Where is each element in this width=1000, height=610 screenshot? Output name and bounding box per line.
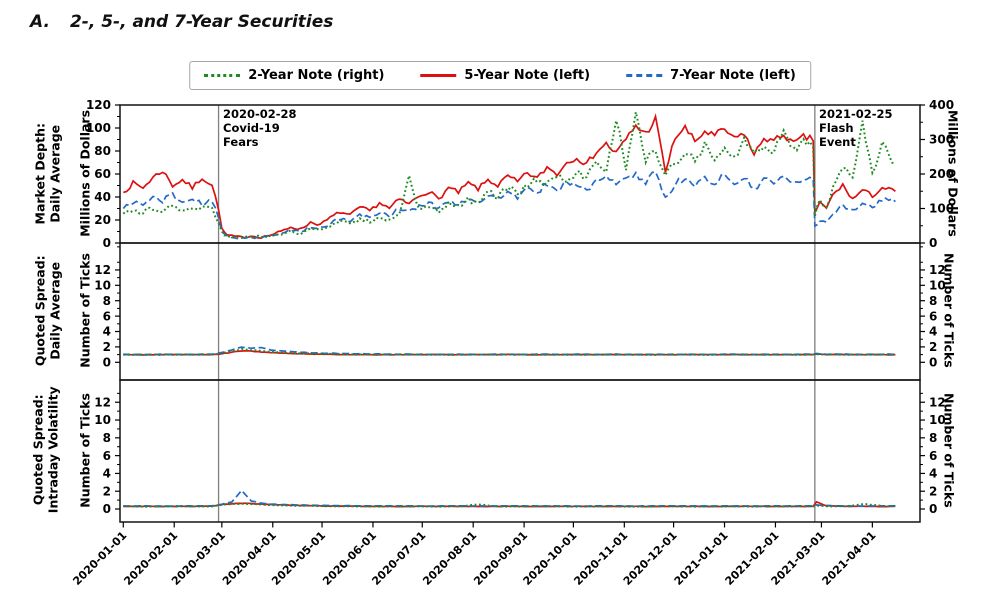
y-tick-label: 0 (929, 236, 937, 250)
y-tick-label: 100 (86, 121, 111, 135)
panel-border-2 (119, 242, 921, 381)
y-tick-label: 2 (103, 484, 111, 498)
legend-label-7-year: 7-Year Note (left) (670, 68, 796, 83)
y-tick-label: 400 (929, 98, 954, 112)
legend-label-5-year: 5-Year Note (left) (464, 68, 591, 83)
y-tick-label: 10 (929, 413, 946, 427)
series-7-year-note-left (123, 346, 896, 356)
legend-swatch-5-year (420, 74, 457, 77)
y-tick-label: 12 (94, 395, 111, 409)
y-tick-label: 0 (929, 355, 937, 369)
series-7-year-note-left (122, 170, 896, 240)
y-tick-label: 60 (94, 167, 111, 181)
legend-item-2-year: 2-Year Note (right) (204, 68, 384, 83)
legend-swatch-2-year (204, 74, 241, 77)
y-tick-label: 2 (929, 484, 937, 498)
y-tick-label: 2 (929, 340, 937, 354)
y-tick-label: 12 (929, 263, 946, 277)
series-2-year-note-right (123, 347, 896, 356)
y-tick-label: 6 (929, 449, 937, 463)
figure-title-prefix: A. (30, 12, 50, 32)
figure-title: A. 2-, 5-, and 7-Year Securities (30, 12, 333, 32)
legend-item-5-year: 5-Year Note (left) (420, 68, 590, 83)
x-tick-label: 2021-04-01 (820, 529, 879, 588)
legend-item-7-year: 7-Year Note (left) (626, 68, 796, 83)
figure-title-text: 2-, 5-, and 7-Year Securities (69, 12, 334, 32)
y-tick-label: 12 (929, 395, 946, 409)
y-tick-label: 0 (103, 236, 111, 250)
y-tick-label: 10 (929, 279, 946, 293)
legend-label-2-year: 2-Year Note (right) (248, 68, 385, 83)
y-tick-label: 40 (94, 190, 111, 204)
y-tick-label: 80 (94, 144, 111, 158)
y-tick-label: 12 (94, 263, 111, 277)
y-tick-label: 0 (929, 502, 937, 516)
y-tick-label: 100 (929, 202, 954, 216)
annotation-flash: 2021-02-25 Flash Event (819, 107, 893, 150)
y-tick-label: 0 (103, 355, 111, 369)
y-tick-label: 6 (929, 309, 937, 323)
y-tick-label: 8 (103, 431, 111, 445)
y-tick-label: 10 (94, 413, 111, 427)
annotation-covid: 2020-02-28 Covid-19 Fears (223, 107, 297, 150)
y-tick-label: 6 (103, 449, 111, 463)
y-tick-label: 4 (929, 467, 937, 481)
y-tick-label: 6 (103, 309, 111, 323)
panel-border-3 (119, 379, 921, 523)
y-tick-label: 200 (929, 167, 954, 181)
series-2-year-note-right (122, 111, 896, 240)
y-tick-label: 4 (103, 325, 111, 339)
series-7-year-note-left (123, 489, 896, 507)
y-tick-label: 8 (929, 294, 937, 308)
y-tick-label: 120 (86, 98, 111, 112)
y-tick-label: 0 (103, 502, 111, 516)
series-2-year-note-right (123, 502, 896, 508)
legend-swatch-7-year (626, 74, 663, 77)
y-tick-label: 8 (103, 294, 111, 308)
y-tick-label: 10 (94, 279, 111, 293)
y-tick-label: 8 (929, 431, 937, 445)
y-tick-label: 300 (929, 133, 954, 147)
y-tick-label: 4 (929, 325, 937, 339)
y-tick-label: 20 (94, 213, 111, 227)
y-tick-label: 2 (103, 340, 111, 354)
legend: 2-Year Note (right) 5-Year Note (left) 7… (189, 61, 811, 90)
y-tick-label: 4 (103, 467, 111, 481)
